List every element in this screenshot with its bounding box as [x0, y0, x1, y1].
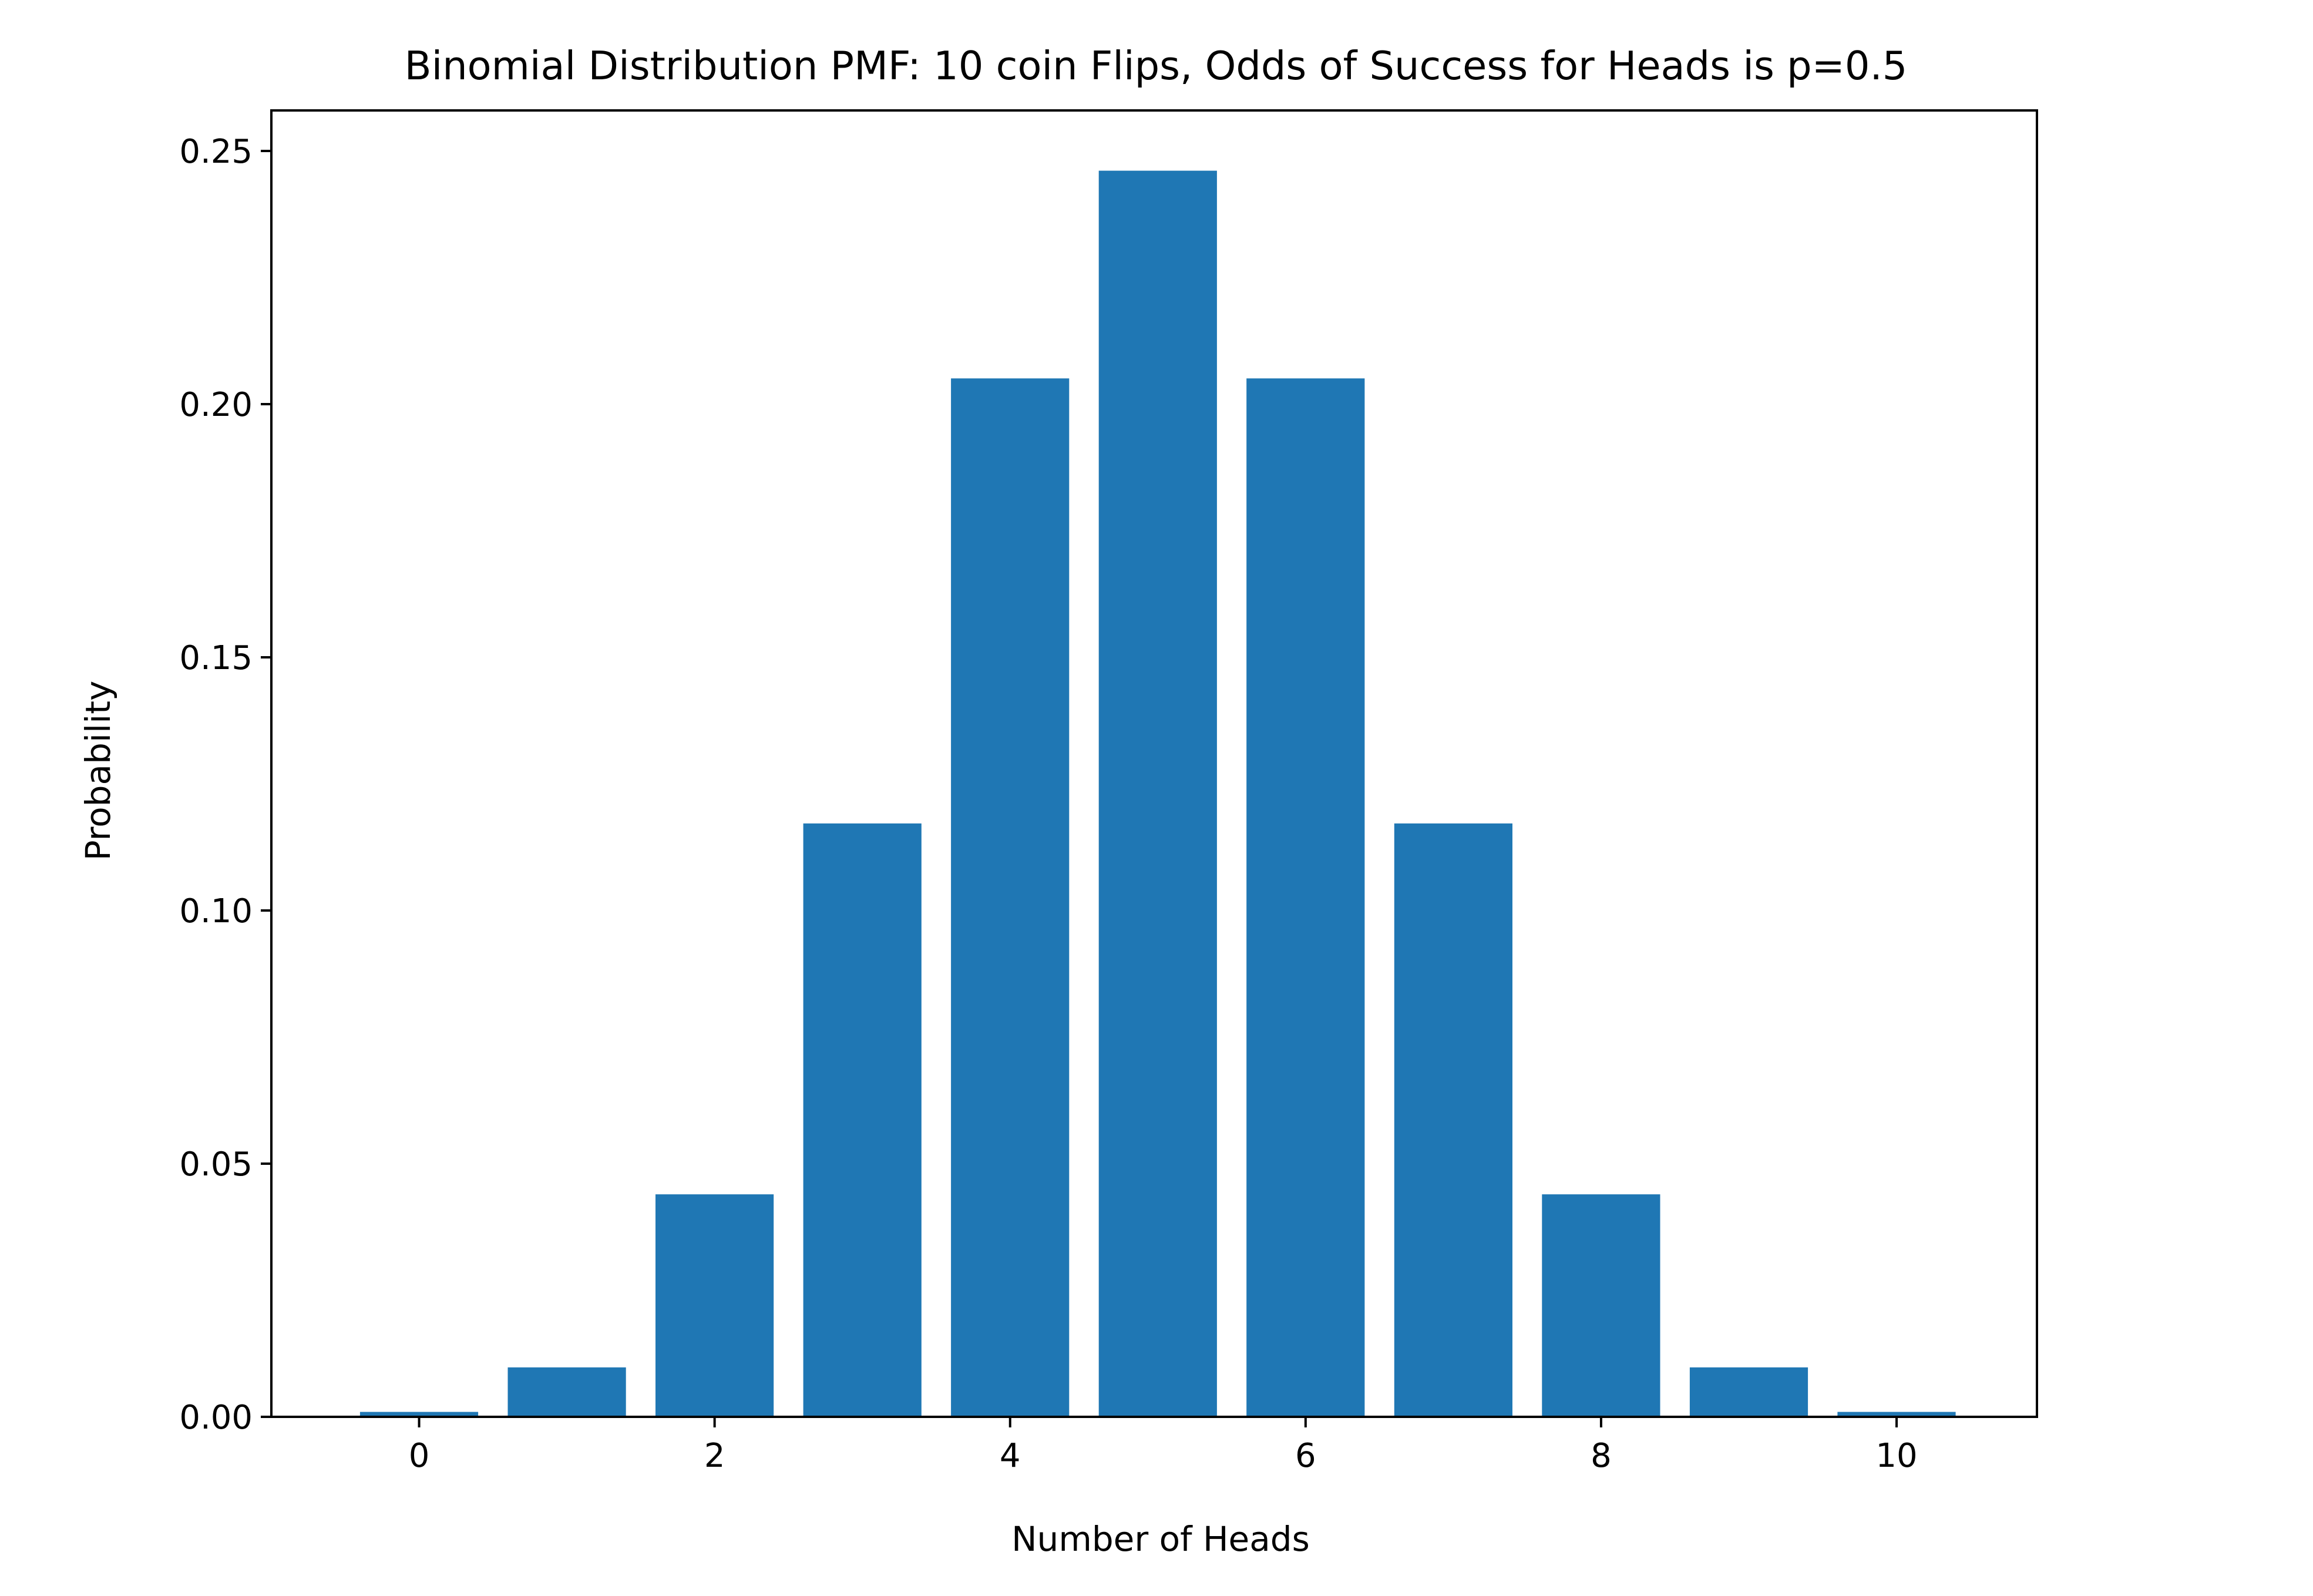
bar-8 [1542, 1194, 1660, 1417]
x-axis-label: Number of Heads [1011, 1519, 1310, 1559]
bar-7 [1394, 823, 1512, 1417]
y-axis-label: Probability [78, 681, 118, 861]
y-tick-label: 0.05 [179, 1145, 253, 1184]
x-tick-label: 2 [704, 1437, 725, 1475]
y-tick-label: 0.25 [179, 133, 253, 171]
bars-group [359, 170, 1956, 1417]
y-tick-label: 0.15 [179, 639, 253, 677]
x-tick-label: 0 [409, 1437, 430, 1475]
plot-frame [270, 109, 2038, 1418]
x-tick-label: 8 [1591, 1437, 1612, 1475]
bar-3 [803, 823, 922, 1417]
y-tick-label: 0.20 [179, 386, 253, 424]
y-axis-ticks: 0.00 0.05 0.10 0.15 0.20 0.25 [179, 133, 271, 1437]
bar-5 [1098, 170, 1217, 1417]
bar-4 [951, 378, 1070, 1417]
bar-0 [359, 1412, 479, 1417]
x-tick-label: 10 [1875, 1437, 1917, 1475]
bar-1 [507, 1367, 626, 1417]
chart-title: Binomial Distribution PMF: 10 coin Flips… [405, 43, 1908, 89]
bar-9 [1689, 1367, 1808, 1417]
bar-2 [655, 1194, 774, 1417]
bar-6 [1246, 378, 1365, 1417]
x-tick-label: 4 [1000, 1437, 1021, 1475]
y-tick-label: 0.00 [179, 1399, 253, 1437]
bar-10 [1837, 1412, 1956, 1417]
y-tick-label: 0.10 [179, 892, 253, 930]
x-tick-label: 6 [1295, 1437, 1316, 1475]
x-axis-ticks: 0 2 4 6 8 10 [409, 1417, 1918, 1475]
